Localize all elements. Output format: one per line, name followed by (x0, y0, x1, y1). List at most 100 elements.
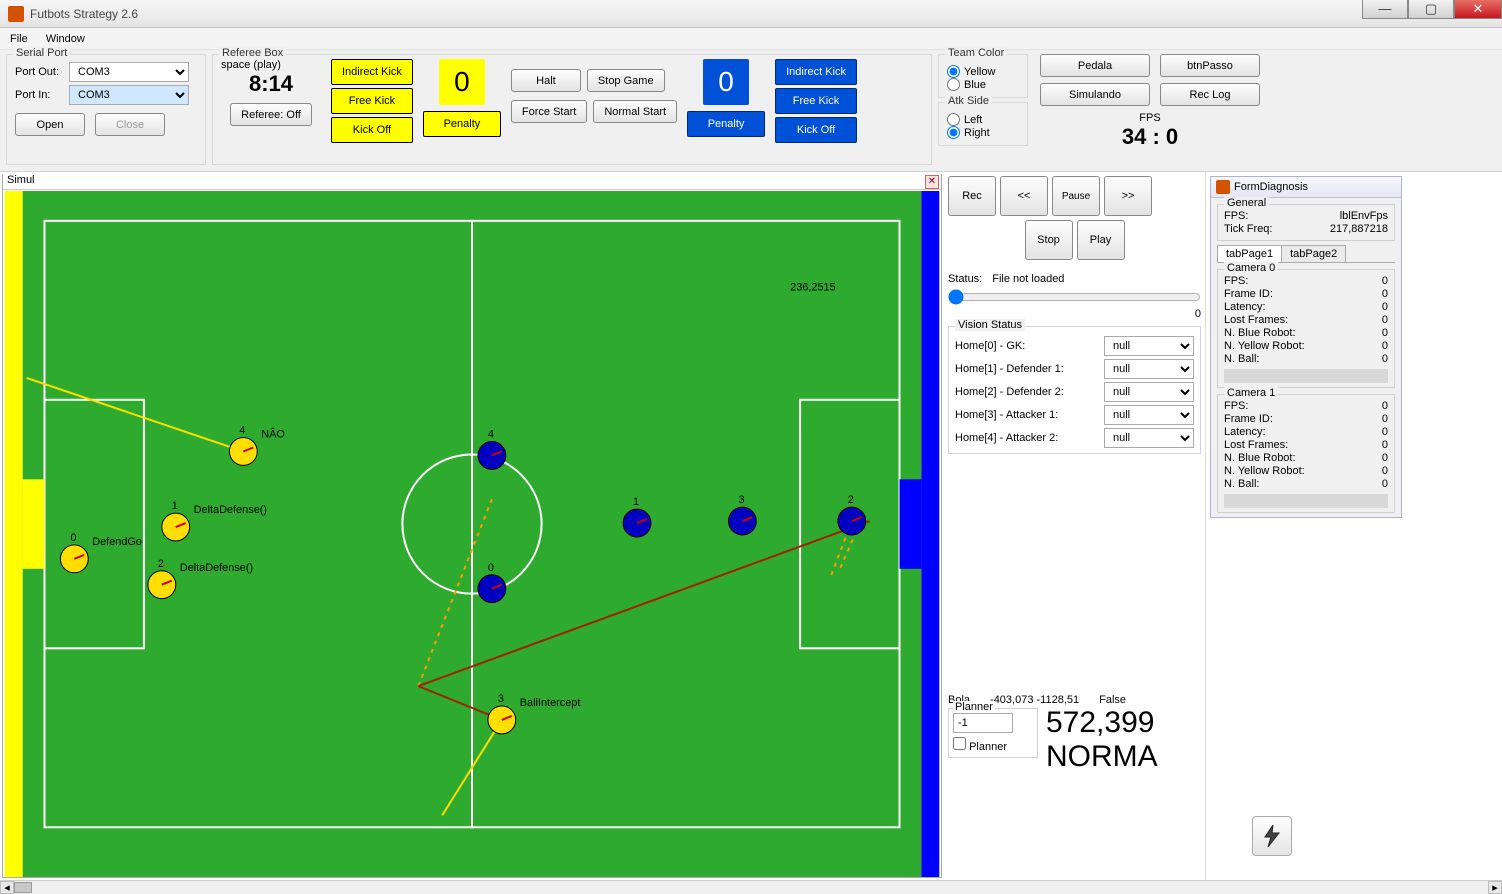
force-start-button[interactable]: Force Start (511, 100, 587, 123)
team-blue-radio[interactable] (947, 78, 960, 91)
yellow-penalty-button[interactable]: Penalty (423, 111, 501, 137)
close-button[interactable]: ✕ (1454, 0, 1502, 19)
play-button[interactable]: Play (1077, 220, 1125, 260)
main-area: Simul ✕ 236,2515 0 DefendGo 1 DeltaDefense()… (0, 172, 1502, 880)
tab-page-2[interactable]: tabPage2 (1281, 245, 1346, 262)
vision-row-label: Home[2] - Defender 2: (955, 386, 1064, 398)
big-text: NORMA (1046, 740, 1158, 774)
fps-label: FPS (1040, 112, 1260, 124)
playback-slider[interactable] (948, 289, 1201, 305)
playback-column: Rec << Pause >> Stop Play Status: File n… (944, 172, 1206, 880)
forward-button[interactable]: >> (1104, 176, 1152, 216)
fps-value: 34 : 0 (1040, 124, 1260, 150)
simulando-button[interactable]: Simulando (1040, 83, 1150, 106)
svg-text:DeltaDefense(): DeltaDefense() (180, 562, 253, 574)
svg-text:DeltaDefense(): DeltaDefense() (194, 504, 267, 516)
portout-label: Port Out: (15, 66, 65, 78)
maximize-button[interactable]: ▢ (1408, 0, 1454, 19)
horizontal-scrollbar[interactable]: ◂ ▸ (0, 880, 1502, 894)
form-diagnosis-window: FormDiagnosis General FPS:lblEnvFps Tick… (1210, 176, 1402, 518)
simul-close-button[interactable]: ✕ (925, 175, 939, 189)
svg-text:2: 2 (848, 494, 854, 506)
yellow-kick-off-button[interactable]: Kick Off (331, 117, 413, 143)
toolbar: Serial Port Port Out: COM3 Port In: COM3… (0, 50, 1502, 172)
minimize-button[interactable]: — (1362, 0, 1408, 19)
score-yellow: 0 (439, 59, 485, 105)
normal-start-button[interactable]: Normal Start (593, 100, 677, 123)
scroll-right-arrow[interactable]: ▸ (1488, 881, 1502, 894)
tab-page-1[interactable]: tabPage1 (1217, 245, 1282, 262)
serial-legend: Serial Port (13, 47, 70, 59)
vision-row-select-2[interactable]: null (1104, 382, 1194, 402)
vision-row-select-4[interactable]: null (1104, 428, 1194, 448)
svg-text:3: 3 (738, 494, 744, 506)
open-button[interactable]: Open (15, 113, 85, 136)
svg-text:DefendGo: DefendGo (92, 536, 142, 548)
btn-passo-button[interactable]: btnPasso (1160, 54, 1260, 77)
svg-text:NÂO: NÂO (261, 428, 285, 441)
rec-button[interactable]: Rec (948, 176, 996, 216)
team-yellow-radio[interactable] (947, 65, 960, 78)
vision-status-group: Vision Status Home[0] - GK:nullHome[1] -… (948, 326, 1201, 454)
svg-text:3: 3 (498, 693, 504, 705)
svg-text:4: 4 (239, 425, 245, 437)
pause-button[interactable]: Pause (1052, 176, 1100, 216)
vision-row-label: Home[0] - GK: (955, 340, 1025, 352)
portin-label: Port In: (15, 89, 65, 101)
rewind-button[interactable]: << (1000, 176, 1048, 216)
svg-text:1: 1 (172, 500, 178, 512)
referee-time: 8:14 (221, 71, 321, 97)
pedala-button[interactable]: Pedala (1040, 54, 1150, 77)
svg-text:236,2515: 236,2515 (790, 281, 836, 293)
referee-legend: Referee Box (219, 47, 286, 59)
blue-free-kick-button[interactable]: Free Kick (775, 88, 857, 114)
diagnosis-icon (1216, 180, 1230, 194)
referee-hint: space (play) (221, 59, 321, 71)
portout-select[interactable]: COM3 (69, 62, 189, 82)
cam0-bar (1224, 369, 1388, 383)
referee-box-group: Referee Box space (play) 8:14 Referee: O… (212, 54, 932, 165)
camera-1-group: Camera 1 FPS:0Frame ID:0Latency:0Lost Fr… (1217, 394, 1395, 513)
team-color-group: Team Color Yellow Blue (938, 54, 1028, 98)
rec-log-button[interactable]: Rec Log (1160, 83, 1260, 106)
portin-select[interactable]: COM3 (69, 85, 189, 105)
menu-window[interactable]: Window (46, 33, 85, 45)
yellow-free-kick-button[interactable]: Free Kick (331, 88, 413, 114)
planner-input[interactable] (953, 713, 1013, 733)
atk-left-radio[interactable] (947, 113, 960, 126)
blue-kick-off-button[interactable]: Kick Off (775, 117, 857, 143)
score-blue: 0 (703, 59, 749, 105)
blue-indirect-kick-button[interactable]: Indirect Kick (775, 59, 857, 85)
vision-row-label: Home[1] - Defender 1: (955, 363, 1064, 375)
diagnosis-title-bar[interactable]: FormDiagnosis (1211, 177, 1401, 198)
close-button-serial: Close (95, 113, 165, 136)
scroll-thumb[interactable] (14, 882, 32, 893)
serial-port-group: Serial Port Port Out: COM3 Port In: COM3… (6, 54, 206, 165)
stop-button[interactable]: Stop (1025, 220, 1073, 260)
planner-checkbox[interactable] (953, 737, 966, 750)
vision-row-label: Home[4] - Attacker 2: (955, 432, 1058, 444)
vision-legend: Vision Status (955, 319, 1025, 331)
vision-row-select-1[interactable]: null (1104, 359, 1194, 379)
referee-toggle-button[interactable]: Referee: Off (230, 103, 312, 126)
camera-0-group: Camera 0 FPS:0Frame ID:0Latency:0Lost Fr… (1217, 269, 1395, 388)
team-color-legend: Team Color (945, 47, 1007, 59)
svg-text:0: 0 (70, 532, 76, 544)
vision-row-select-3[interactable]: null (1104, 405, 1194, 425)
simul-frame: Simul ✕ 236,2515 0 DefendGo 1 DeltaDefense()… (2, 174, 942, 878)
field-canvas[interactable]: 236,2515 0 DefendGo 1 DeltaDefense() 2 DeltaDe… (3, 191, 941, 877)
yellow-indirect-kick-button[interactable]: Indirect Kick (331, 59, 413, 85)
stop-game-button[interactable]: Stop Game (587, 69, 665, 92)
blue-penalty-button[interactable]: Penalty (687, 111, 765, 137)
atk-right-radio[interactable] (947, 126, 960, 139)
atk-side-legend: Atk Side (945, 95, 992, 107)
simul-title: Simul (3, 174, 941, 190)
thunder-button[interactable] (1252, 816, 1292, 856)
status-line: Status: File not loaded (948, 266, 1201, 287)
menu-file[interactable]: File (10, 33, 28, 45)
svg-text:4: 4 (488, 429, 494, 441)
vision-row-select-0[interactable]: null (1104, 336, 1194, 356)
svg-text:0: 0 (488, 562, 494, 574)
scroll-left-arrow[interactable]: ◂ (0, 881, 14, 894)
halt-button[interactable]: Halt (511, 69, 581, 92)
